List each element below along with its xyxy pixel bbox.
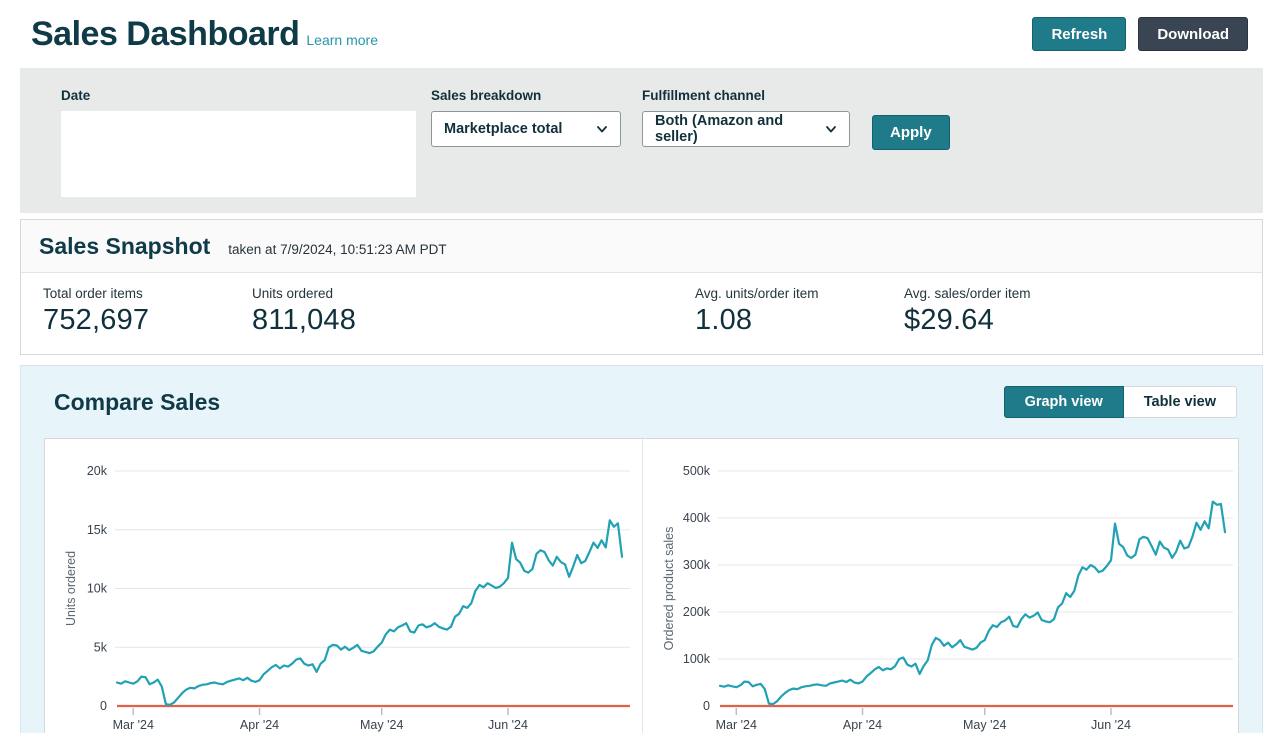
snapshot-title: Sales Snapshot: [39, 233, 211, 259]
page-title: Sales Dashboard: [31, 15, 300, 53]
sales-snapshot-section: Sales Snapshot taken at 7/9/2024, 10:51:…: [20, 219, 1263, 355]
metric-total-order-items: Total order items 752,697: [43, 286, 150, 336]
units-ordered-chart: 0 5k 10k 15k 20k Units ordered Mar '24 Apr '24 M…: [45, 439, 642, 733]
compare-sales-section: Compare Sales Graph view Table view 0 5k 1…: [20, 365, 1263, 733]
svg-text:Jun '24: Jun '24: [488, 718, 528, 732]
compare-sales-title: Compare Sales: [54, 388, 221, 415]
view-toggle: Graph view Table view: [1003, 386, 1237, 418]
fulfillment-channel-select[interactable]: Both (Amazon and seller): [642, 111, 850, 147]
svg-text:15k: 15k: [87, 523, 108, 537]
filter-bar: Date Sales breakdown Marketplace total F…: [20, 68, 1263, 213]
fulfillment-channel-label: Fulfillment channel: [642, 88, 766, 103]
table-view-button[interactable]: Table view: [1123, 386, 1237, 418]
sales-breakdown-label: Sales breakdown: [431, 88, 542, 103]
svg-text:20k: 20k: [87, 464, 108, 478]
svg-text:Mar '24: Mar '24: [113, 718, 154, 732]
svg-text:100k: 100k: [682, 652, 710, 666]
apply-button[interactable]: Apply: [872, 115, 950, 150]
svg-text:10k: 10k: [87, 582, 108, 596]
snapshot-metrics: Total order items 752,697 Units ordered …: [21, 273, 1262, 354]
svg-text:400k: 400k: [682, 511, 710, 525]
metric-avg-sales-per-order: Avg. sales/order item $29.64: [904, 286, 1031, 336]
graph-view-button[interactable]: Graph view: [1003, 386, 1124, 418]
ordered-product-sales-line-chart: 0 100k 200k 300k 400k 500k Ordered product sal…: [662, 464, 1233, 732]
sales-breakdown-value: Marketplace total: [444, 121, 563, 137]
snapshot-timestamp: taken at 7/9/2024, 10:51:23 AM PDT: [228, 242, 447, 257]
svg-text:Jun '24: Jun '24: [1091, 718, 1131, 732]
charts-panel: 0 5k 10k 15k 20k Units ordered Mar '24 Apr '24 M…: [44, 438, 1239, 733]
svg-text:300k: 300k: [682, 558, 710, 572]
chevron-down-icon: [597, 126, 607, 133]
svg-text:Apr '24: Apr '24: [240, 718, 279, 732]
svg-text:May '24: May '24: [360, 718, 403, 732]
svg-text:200k: 200k: [682, 605, 710, 619]
svg-text:5k: 5k: [94, 640, 108, 654]
svg-text:Ordered product sales: Ordered product sales: [662, 527, 676, 651]
sales-breakdown-select[interactable]: Marketplace total: [431, 111, 621, 147]
date-label: Date: [61, 88, 91, 103]
ordered-product-sales-chart: 0 100k 200k 300k 400k 500k Ordered product sal…: [641, 439, 1239, 733]
svg-text:0: 0: [100, 699, 107, 713]
page-header: Sales Dashboard Learn more Refresh Downl…: [0, 0, 1263, 68]
svg-text:Apr '24: Apr '24: [842, 718, 881, 732]
svg-text:Mar '24: Mar '24: [715, 718, 756, 732]
metric-units-ordered: Units ordered 811,048: [252, 286, 357, 336]
fulfillment-channel-value: Both (Amazon and seller): [655, 113, 784, 145]
units-ordered-line-chart: 0 5k 10k 15k 20k Units ordered Mar '24 Apr '24 M…: [64, 464, 630, 732]
refresh-button[interactable]: Refresh: [1032, 17, 1127, 51]
learn-more-link[interactable]: Learn more: [306, 32, 378, 48]
chevron-down-icon: [826, 126, 836, 133]
svg-text:0: 0: [703, 699, 710, 713]
svg-text:500k: 500k: [682, 464, 710, 478]
svg-text:May '24: May '24: [963, 718, 1006, 732]
download-button[interactable]: Download: [1138, 17, 1248, 51]
metric-avg-units-per-order: Avg. units/order item 1.08: [695, 286, 819, 336]
date-range-picker[interactable]: [61, 111, 416, 197]
svg-text:Units ordered: Units ordered: [64, 551, 78, 626]
